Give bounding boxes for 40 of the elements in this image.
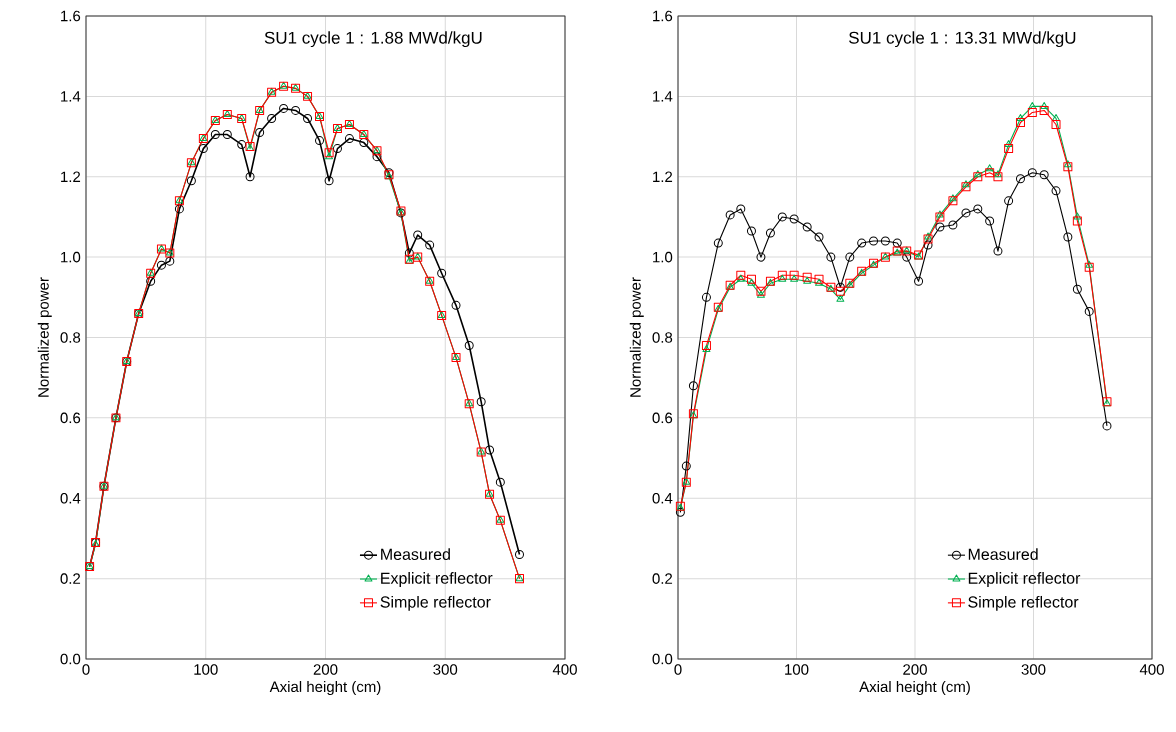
y-tick-label: 1.2	[61, 171, 81, 182]
legend-label: Simple reflector	[380, 595, 491, 611]
y-tick-label: 0.6	[652, 412, 673, 424]
legend-label: Explicit reflector	[381, 572, 493, 588]
x-tick-label: 200	[903, 664, 927, 675]
y-tick-label: 0.8	[60, 332, 81, 343]
x-axis-title: Axial height (cm)	[269, 681, 381, 695]
y-tick-label: 1.6	[61, 10, 81, 22]
y-tick-label: 1.6	[653, 10, 673, 22]
text: SU1 cycle 1 : 1.88 MWd/kgU	[264, 31, 482, 48]
legend-label: Explicit reflector	[968, 572, 1081, 588]
x-tick-label: 400	[1139, 664, 1164, 675]
y-tick-label: 0.4	[652, 492, 673, 504]
x-axis-title: Axial height (cm)	[859, 681, 970, 695]
x-tick-label: 400	[552, 664, 577, 675]
y-tick-label: 0.2	[60, 573, 81, 584]
y-tick-label: 0.0	[60, 653, 81, 665]
x-tick-label: 100	[194, 664, 218, 675]
x-tick-label: 200	[313, 664, 338, 675]
x-tick-label: 100	[785, 664, 809, 675]
x-tick-label: 0	[674, 664, 682, 675]
text: SU1 cycle 1 : 13.31 MWd/kgU	[849, 31, 1076, 48]
x-tick-label: 300	[433, 664, 458, 675]
y-axis-title: Normalized power	[37, 277, 52, 397]
y-tick-label: 0.6	[60, 412, 81, 424]
y-axis-title: Normalized power	[629, 277, 644, 397]
y-tick-label: 0.0	[652, 653, 673, 665]
legend-label: Measured	[381, 548, 450, 561]
y-tick-label: 1.0	[653, 251, 673, 263]
legend-label: Measured	[968, 548, 1038, 561]
y-tick-label: 0.2	[652, 573, 673, 584]
y-tick-label: 0.8	[652, 332, 673, 343]
legend-label: Simple reflector	[968, 595, 1079, 611]
x-tick-label: 0	[82, 664, 90, 675]
y-tick-label: 1.0	[61, 251, 81, 263]
y-tick-label: 1.4	[653, 91, 673, 102]
y-tick-label: 0.4	[60, 492, 81, 504]
x-tick-label: 300	[1021, 664, 1046, 675]
y-tick-label: 1.2	[653, 171, 673, 182]
y-tick-label: 1.4	[61, 91, 81, 102]
